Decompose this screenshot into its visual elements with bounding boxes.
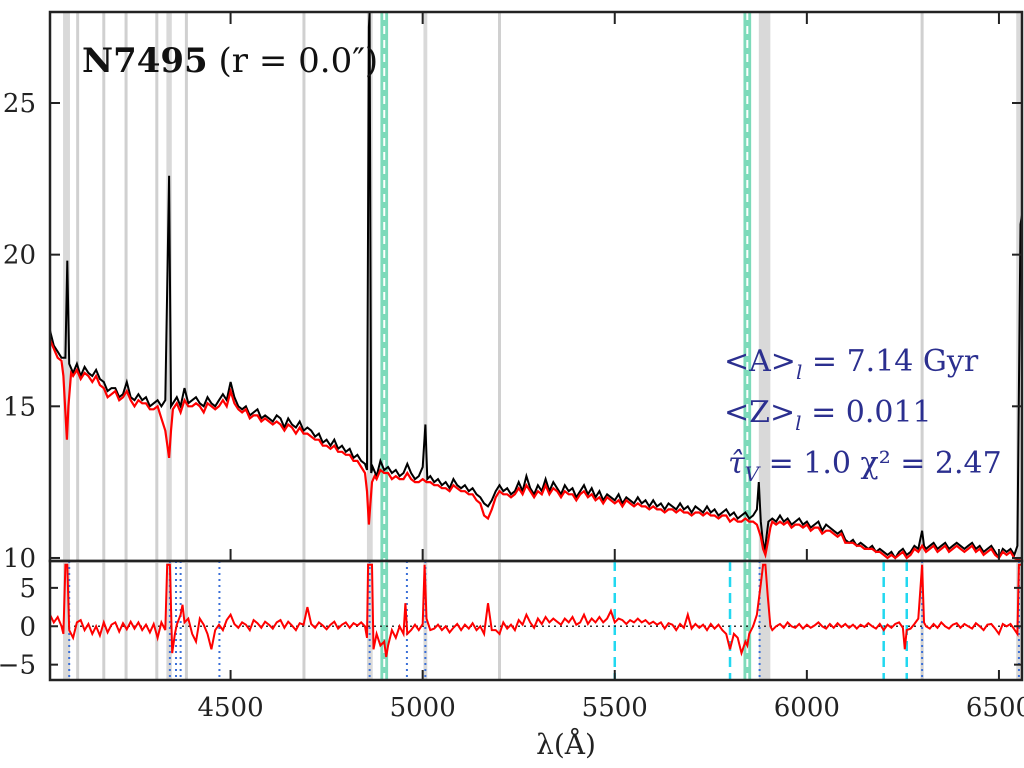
metal-symbol: <Z> <box>724 395 795 430</box>
y-tick-label: −5 <box>0 651 36 681</box>
top-series-layer <box>50 12 1022 561</box>
title-spacer <box>208 41 219 81</box>
top-panel: 10 15 20 25 <box>3 10 1024 574</box>
masked-band <box>758 561 771 680</box>
age-subscript: l <box>796 360 802 384</box>
x-tick-label: 6000 <box>774 693 840 723</box>
y-tick-label: 5 <box>19 574 36 604</box>
age-value: = 7.14 Gyr <box>802 344 978 379</box>
masked-band <box>366 561 373 680</box>
model-spectrum-line <box>50 339 1022 561</box>
highlight-band <box>743 12 752 561</box>
masked-band <box>423 12 428 561</box>
bottom-panel-frame <box>48 559 1024 682</box>
top-x-ticks <box>229 12 1000 561</box>
top-y-ticks: 10 15 20 25 <box>3 89 1022 574</box>
title-object: N7495 <box>82 41 208 81</box>
bottom-y-ticks: −5 0 5 <box>0 574 1022 681</box>
tau-value: = 1.0 χ² = 2.47 <box>759 446 1002 481</box>
x-axis-label: λ(Å) <box>536 728 596 761</box>
bottom-x-ticks: 4500 5000 5500 6000 6500 <box>197 670 1024 723</box>
x-tick-label: 4500 <box>197 693 263 723</box>
metal-value: = 0.011 <box>802 395 932 430</box>
masked-band <box>423 561 428 680</box>
x-tick-label: 5500 <box>582 693 648 723</box>
residual-line <box>50 563 1022 658</box>
masked-band <box>166 561 172 680</box>
metallicity-annotation: <Z>l = 0.011 <box>724 395 932 435</box>
y-tick-label: 15 <box>3 392 36 422</box>
title-radius: (r = 0.0″) <box>219 41 379 81</box>
age-annotation: <A>l = 7.14 Gyr <box>724 344 979 384</box>
x-tick-label: 6500 <box>966 693 1024 723</box>
masked-band <box>758 12 771 561</box>
masked-band <box>1016 561 1022 680</box>
tau-subscript: V <box>745 462 762 486</box>
y-tick-label: 10 <box>3 544 36 574</box>
y-tick-label: 20 <box>3 241 36 271</box>
masked-band <box>63 561 70 680</box>
fit-annotations: <A>l = 7.14 Gyr <Z>l = 0.011 τ̂V = 1.0 χ… <box>724 344 1002 486</box>
bottom-panel: −5 0 5 4500 5000 5500 6000 6500 <box>0 559 1024 723</box>
y-tick-label: 25 <box>3 89 36 119</box>
chart-title: N7495 (r = 0.0″) <box>82 41 378 81</box>
y-tick-label: 0 <box>19 612 36 642</box>
metal-subscript: l <box>795 411 801 435</box>
bottom-mask-layer <box>63 561 1022 680</box>
extinction-annotation: τ̂V = 1.0 χ² = 2.47 <box>728 446 1002 486</box>
age-symbol: <A> <box>724 344 796 379</box>
tau-symbol: τ̂ <box>728 446 745 481</box>
highlight-band <box>380 12 389 561</box>
observed-spectrum-line <box>50 12 1022 561</box>
x-tick-label: 5000 <box>390 693 456 723</box>
bottom-series-layer <box>50 563 1022 658</box>
